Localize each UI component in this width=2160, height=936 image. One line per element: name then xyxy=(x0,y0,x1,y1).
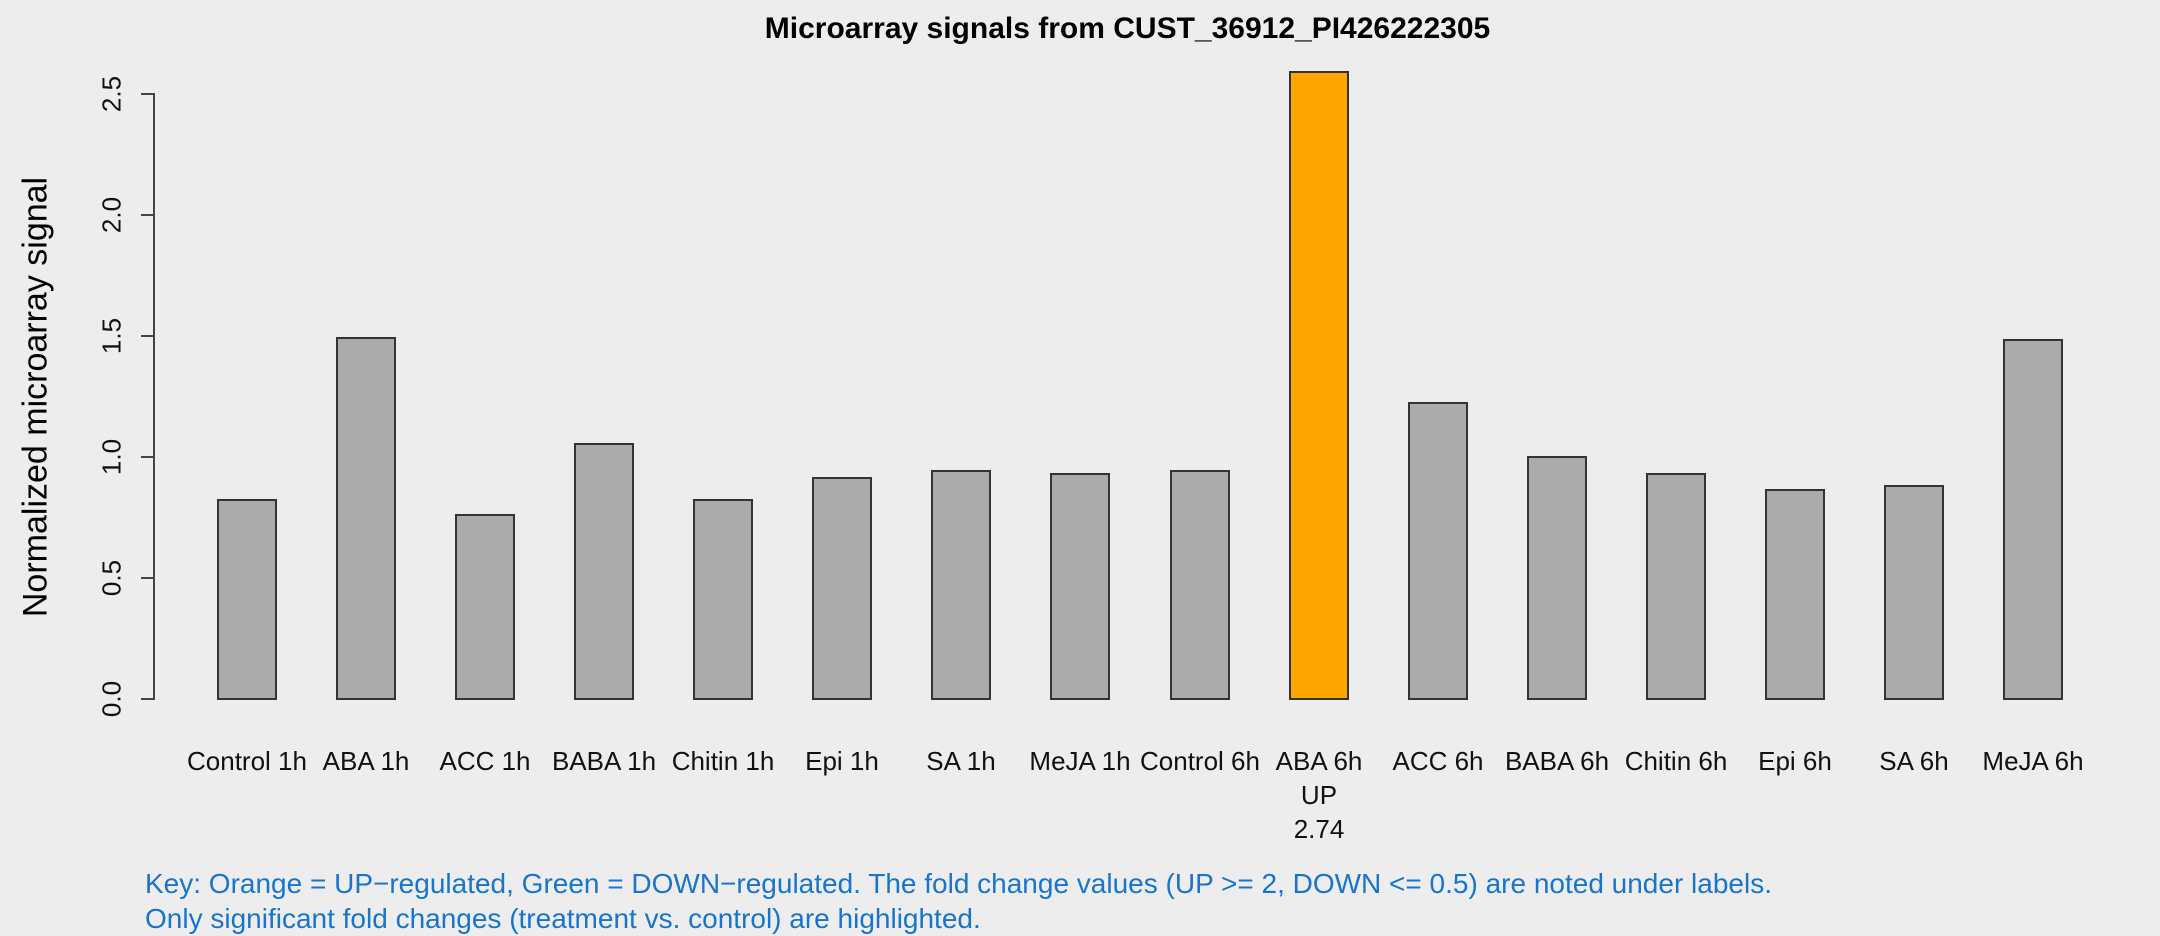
x-label-aba-1h: ABA 1h xyxy=(323,744,410,778)
x-label-acc-6h: ACC 6h xyxy=(1392,744,1483,778)
y-axis-title-text: Normalized microarray signal xyxy=(16,176,55,618)
category-label-text: ACC 1h xyxy=(439,746,531,776)
key-line-1: Key: Orange = UP−regulated, Green = DOWN… xyxy=(145,868,1772,899)
y-axis-tick xyxy=(141,577,155,579)
category-label-text: Epi 1h xyxy=(805,746,879,776)
bar-acc-6h xyxy=(1408,402,1468,700)
category-label-text: SA 1h xyxy=(926,746,996,776)
category-label-text: ABA 6h xyxy=(1275,746,1363,776)
fold-change-annotation: 2.74 xyxy=(1293,814,1345,844)
x-label-aba-6h: ABA 6h UP 2.74 xyxy=(1276,744,1363,846)
category-label-text: ACC 6h xyxy=(1392,746,1484,776)
y-tick-label-text: 2.0 xyxy=(96,196,127,234)
bar-chitin-6h xyxy=(1646,473,1706,700)
bar-epi-6h xyxy=(1765,489,1825,700)
x-label-meja-1h: MeJA 1h xyxy=(1029,744,1130,778)
bar-control-6h xyxy=(1170,470,1230,700)
bar-sa-6h xyxy=(1884,485,1944,700)
category-label-text: Epi 6h xyxy=(1758,746,1832,776)
key-line-2: Only significant fold changes (treatment… xyxy=(145,903,981,934)
chart-title: Microarray signals from CUST_36912_PI426… xyxy=(764,12,1491,45)
x-label-acc-1h: ACC 1h xyxy=(439,744,530,778)
y-axis-tick xyxy=(141,335,155,337)
x-label-control-1h: Control 1h xyxy=(187,744,307,778)
category-label-text: Chitin 6h xyxy=(1624,746,1728,776)
x-label-control-6h: Control 6h xyxy=(1140,744,1260,778)
category-label-text: ABA 1h xyxy=(322,746,410,776)
y-axis-line xyxy=(153,93,155,700)
x-label-epi-1h: Epi 1h xyxy=(805,744,879,778)
bar-baba-6h xyxy=(1527,456,1587,700)
y-tick-label-text: 0.5 xyxy=(96,559,127,597)
bar-control-1h xyxy=(217,499,277,700)
bar-acc-1h xyxy=(455,514,515,700)
category-label-text: MeJA 6h xyxy=(1982,746,2084,776)
category-label-text: BABA 1h xyxy=(551,746,657,776)
category-label-text: Chitin 1h xyxy=(671,746,775,776)
bar-meja-1h xyxy=(1050,473,1110,700)
chart-key: Key: Orange = UP−regulated, Green = DOWN… xyxy=(145,866,1772,936)
x-label-sa-1h: SA 1h xyxy=(926,744,995,778)
y-tick-label-text: 1.5 xyxy=(96,317,127,355)
bar-sa-1h xyxy=(931,470,991,700)
x-label-baba-6h: BABA 6h xyxy=(1505,744,1609,778)
y-axis-tick xyxy=(141,698,155,700)
y-axis-tick xyxy=(141,456,155,458)
y-axis-tick xyxy=(141,93,155,95)
bar-meja-6h xyxy=(2003,339,2063,700)
bar-chitin-1h xyxy=(693,499,753,700)
bar-aba-1h xyxy=(336,337,396,700)
category-label-text: BABA 6h xyxy=(1504,746,1610,776)
bar-baba-1h xyxy=(574,443,634,700)
bar-aba-6h xyxy=(1289,71,1349,700)
x-label-chitin-1h: Chitin 1h xyxy=(672,744,775,778)
bar-epi-1h xyxy=(812,477,872,700)
category-label-text: Control 6h xyxy=(1140,746,1260,776)
x-label-meja-6h: MeJA 6h xyxy=(1982,744,2083,778)
x-label-chitin-6h: Chitin 6h xyxy=(1625,744,1728,778)
y-axis-tick xyxy=(141,214,155,216)
category-label-text: SA 6h xyxy=(1879,746,1949,776)
x-label-baba-1h: BABA 1h xyxy=(552,744,656,778)
y-tick-label-text: 0.0 xyxy=(96,680,127,718)
fold-change-annotation: UP xyxy=(1300,780,1338,810)
x-label-epi-6h: Epi 6h xyxy=(1758,744,1832,778)
y-tick-label-text: 2.5 xyxy=(96,75,127,113)
y-tick-label-text: 1.0 xyxy=(96,438,127,476)
x-label-sa-6h: SA 6h xyxy=(1879,744,1948,778)
category-label-text: Control 1h xyxy=(187,746,307,776)
category-label-text: MeJA 1h xyxy=(1029,746,1131,776)
